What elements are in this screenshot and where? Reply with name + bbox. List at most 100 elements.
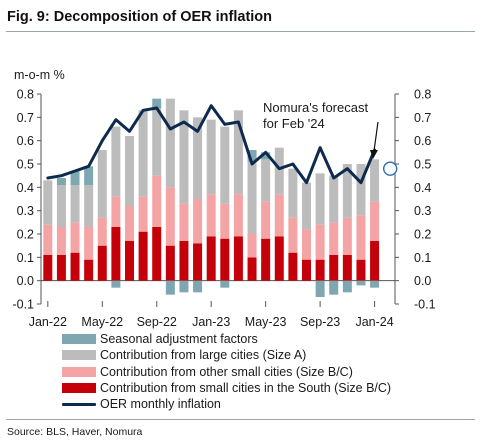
legend-label-oer-line: OER monthly inflation [100,397,221,412]
bar-large-cities [274,147,284,195]
bar-seasonal-adjustment [220,280,230,288]
bar-large-cities [138,110,148,197]
bar-other-small-cities [165,187,175,246]
legend-swatch-seasonal [62,334,96,345]
bar-other-small-cities [56,227,66,255]
bar-other-small-cities [342,217,352,255]
bar-other-small-cities [329,222,339,255]
x-tick-label: May-23 [245,315,287,329]
bar-other-small-cities [220,203,230,239]
bar-south-small-cities [247,257,257,281]
bar-south-small-cities [233,236,243,281]
legend-label-other-small-cities: Contribution from other small cities (Si… [100,364,353,379]
bar-south-small-cities [111,227,121,281]
bar-other-small-cities [247,234,257,258]
bar-seasonal-adjustment [329,280,339,295]
bar-south-small-cities [288,252,298,281]
bar-seasonal-adjustment [247,150,257,162]
bar-seasonal-adjustment [261,152,271,160]
y-tick-label-right: 0.6 [414,134,431,148]
bar-large-cities [356,164,366,216]
bar-south-small-cities [220,238,230,281]
legend-label-large-cities: Contribution from large cities (Size A) [100,348,307,363]
oer-decomposition-chart: -0.1 -0.1 0.0 0.0 0.1 0.1 0.2 0.2 0.3 0.3 0.4 0.4 0.… [12,88,435,330]
bar-other-small-cities [97,217,107,246]
source-divider [6,419,475,420]
y-tick-label-left: 0.3 [17,204,34,218]
bar-large-cities [125,136,134,206]
x-tick-label: May-22 [81,315,123,329]
bar-other-small-cities [261,201,271,239]
y-tick-label-right: 0.1 [414,251,431,265]
y-tick-label-right: 0.2 [414,228,431,242]
bar-seasonal-adjustment [356,280,366,286]
forecast-arrow-shaft [373,121,379,152]
bar-large-cities [329,175,339,223]
bar-south-small-cities [138,231,148,281]
bar-large-cities [261,159,271,202]
bar-south-small-cities [302,259,311,281]
legend-swatch-south-small-cities [62,383,96,394]
x-tick-label: Jan-24 [355,315,393,329]
bar-south-small-cities [206,236,216,281]
y-tick-label-left: 0.4 [17,181,34,195]
bar-large-cities [193,117,203,199]
bar-large-cities [220,126,230,204]
bar-south-small-cities [193,243,203,281]
bar-seasonal-adjustment [193,280,203,293]
bar-south-small-cities [274,236,284,281]
bar-other-small-cities [206,194,216,237]
y-tick-label-left: 0.5 [17,158,34,172]
bar-south-small-cities [56,255,66,281]
bar-south-small-cities [315,259,325,281]
bar-other-small-cities [152,175,162,227]
bar-other-small-cities [179,203,189,241]
bar-south-small-cities [97,245,107,281]
y-tick-label-right: 0.7 [414,111,431,125]
bar-seasonal-adjustment [111,280,121,288]
bar-large-cities [152,108,162,176]
bar-large-cities [97,150,107,218]
bar-seasonal-adjustment [165,280,175,295]
y-tick-label-left: 0.1 [17,251,34,265]
title-divider [6,31,475,32]
bar-other-small-cities [370,201,380,241]
forecast-annotation-line-2: for Feb '24 [263,116,325,131]
legend-item-oer-line: OER monthly inflation [62,396,391,412]
bar-large-cities [288,168,298,218]
bar-other-small-cities [70,222,80,253]
bar-south-small-cities [329,255,339,281]
legend-item-large-cities: Contribution from large cities (Size A) [62,347,391,363]
bar-large-cities [342,164,352,218]
bar-seasonal-adjustment [70,171,80,185]
legend-item-south-small-cities: Contribution from small cities in the So… [62,380,391,396]
bar-other-small-cities [315,224,325,260]
forecast-annotation-line-1: Nomura's forecast [263,100,368,115]
bar-large-cities [370,159,380,202]
bar-large-cities [302,182,311,230]
bar-large-cities [111,126,121,197]
oer-monthly-inflation-line [46,104,377,185]
bar-seasonal-adjustment [370,280,380,288]
legend-swatch-large-cities [62,350,96,361]
legend-label-south-small-cities: Contribution from small cities in the So… [100,380,392,395]
bar-large-cities [315,173,325,225]
bar-large-cities [233,110,243,195]
bar-south-small-cities [125,241,134,281]
legend-swatch-other-small-cities [62,366,96,377]
bar-other-small-cities [84,227,94,260]
bar-seasonal-adjustment [152,98,162,108]
bar-large-cities [70,185,80,223]
y-tick-label-left: -0.1 [12,298,34,312]
legend-label-seasonal: Seasonal adjustment factors [100,332,258,346]
bar-other-small-cities [233,194,243,237]
bar-seasonal-adjustment [84,166,94,185]
x-tick-label: Jan-23 [192,315,230,329]
bar-south-small-cities [70,252,80,281]
y-tick-label-right: 0.8 [414,88,431,102]
bar-south-small-cities [356,259,366,281]
x-tick-label: Jan-22 [29,315,67,329]
y-tick-label-left: 0.6 [17,134,34,148]
forecast-arrow-head [370,150,378,159]
bar-south-small-cities [165,245,175,281]
